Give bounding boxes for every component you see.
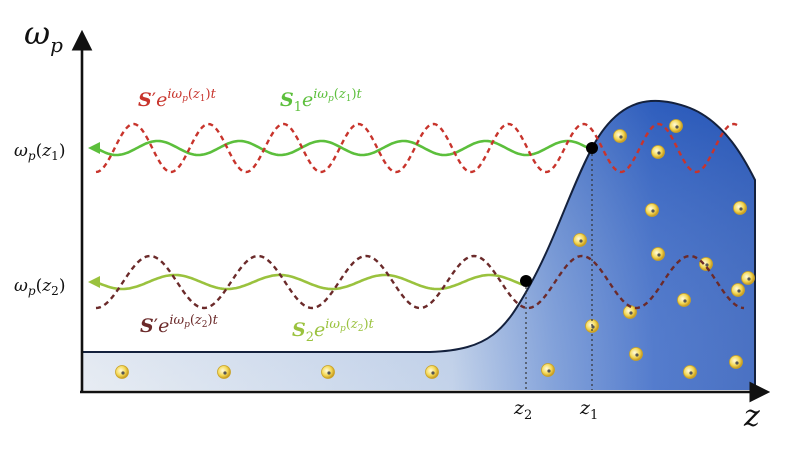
particle-core [579,239,583,243]
x-axis-label: z [743,399,760,434]
label-signal-upper: S1eiωp(z1)t [280,87,363,115]
particle-core [327,371,331,375]
reflected-wave-upper [95,122,741,174]
y-axis-label: ωp [24,14,63,57]
particle-core [629,311,633,315]
label-signal-lower: S2eiωp(z2)t [292,317,375,345]
label-reflected-upper: S′eiωp(z1)t [138,87,217,111]
y-tick-upper: ωp(z1) [14,141,65,163]
turning-point-z1 [586,142,598,154]
particle-core [431,371,435,375]
particle-core [735,361,739,365]
particle-core [675,125,679,129]
particle-core [657,151,661,155]
signal-wave-upper [95,139,591,157]
plasma-shading [82,100,755,391]
label-reflected-lower: S′eiωp(z2)t [140,313,219,337]
particle-core [737,289,741,293]
particle-core [683,299,687,303]
particle-core [619,135,623,139]
particle-core [651,209,655,213]
particle-core [657,253,661,257]
particle-core [547,369,551,373]
particle-core [705,263,709,267]
signal-arrowhead-upper [88,142,100,154]
particle-core [635,353,639,357]
reflected-wave-lower [95,254,745,310]
particle-core [121,371,125,375]
turning-point-z2 [520,275,532,287]
x-tick-z2: z2 [513,397,532,423]
particle-core [223,371,227,375]
signal-arrowhead-lower [88,276,100,288]
particle-core [689,371,693,375]
y-tick-lower: ωp(z2) [14,276,65,298]
x-tick-z1: z1 [579,397,598,423]
signal-wave-lower [95,273,523,291]
particle-core [591,325,595,329]
particle-core [739,207,743,211]
particle-core [747,277,751,281]
